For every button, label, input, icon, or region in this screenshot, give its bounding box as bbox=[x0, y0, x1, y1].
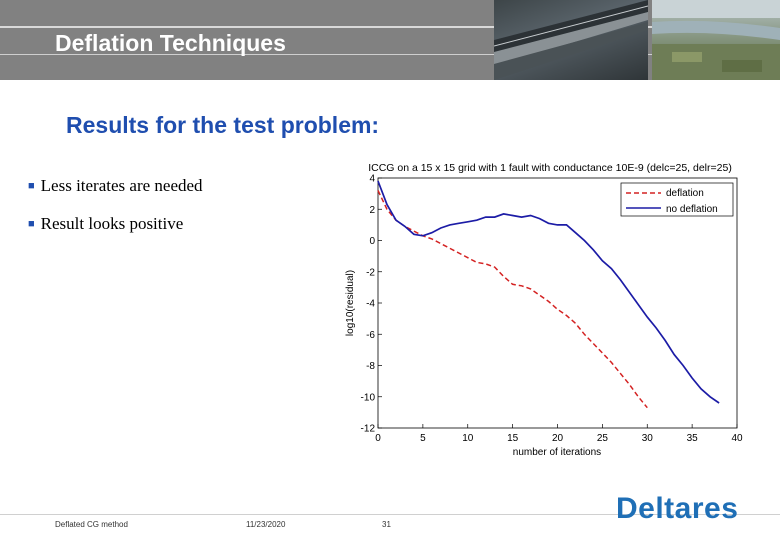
y-tick-label: 2 bbox=[369, 205, 375, 216]
bridge-photo bbox=[494, 0, 648, 80]
legend-label-deflation: deflation bbox=[666, 188, 704, 199]
bullet-item: ■ Result looks positive bbox=[28, 214, 203, 252]
y-tick-label: 4 bbox=[369, 174, 375, 185]
x-tick-label: 25 bbox=[597, 433, 609, 444]
y-tick-label: 0 bbox=[369, 236, 375, 247]
bullet-text: Result looks positive bbox=[40, 214, 184, 233]
x-tick-label: 20 bbox=[552, 433, 564, 444]
legend-label-no-deflation: no deflation bbox=[666, 204, 718, 215]
footer-divider bbox=[0, 514, 780, 515]
legend-box bbox=[620, 182, 734, 217]
residual-chart: ICCG on a 15 x 15 grid with 1 fault with… bbox=[345, 162, 743, 458]
plot-frame bbox=[377, 177, 738, 429]
slide-subtitle: Results for the test problem: bbox=[66, 112, 380, 138]
y-axis-label: log10(residual) bbox=[345, 270, 356, 336]
x-tick-label: 5 bbox=[420, 433, 426, 444]
deltares-logo: Deltares bbox=[616, 492, 739, 525]
header-rule-bottom bbox=[0, 54, 780, 55]
river-photo bbox=[652, 0, 780, 80]
bullet-text: Less iterates are needed bbox=[40, 176, 203, 195]
header-rule-top bbox=[0, 26, 780, 28]
y-tick-label: -2 bbox=[366, 267, 375, 278]
x-tick-label: 0 bbox=[375, 433, 381, 444]
y-tick-label: -6 bbox=[366, 330, 375, 341]
bullet-item: ■ Less iterates are needed bbox=[28, 176, 203, 214]
footer-date: 11/23/2020 bbox=[246, 520, 286, 529]
x-tick-label: 40 bbox=[731, 433, 743, 444]
bullet-list: ■ Less iterates are needed ■ Result looks … bbox=[28, 176, 203, 252]
series-line-no-deflation bbox=[377, 180, 720, 404]
y-tick-label: -4 bbox=[366, 299, 375, 310]
x-axis-label: number of iterations bbox=[513, 447, 601, 458]
square-bullet-icon: ■ bbox=[28, 218, 35, 230]
slide-title: Deflation Techniques bbox=[55, 30, 286, 56]
header-banner: Deflation Techniques bbox=[0, 0, 780, 80]
footer-title: Deflated CG method bbox=[55, 520, 128, 529]
x-tick-label: 30 bbox=[642, 433, 654, 444]
chart-title: ICCG on a 15 x 15 grid with 1 fault with… bbox=[368, 162, 732, 174]
y-tick-label: -10 bbox=[361, 392, 376, 403]
square-bullet-icon: ■ bbox=[28, 180, 35, 192]
x-tick-label: 35 bbox=[687, 433, 699, 444]
y-tick-label: -12 bbox=[361, 424, 376, 435]
footer-page-number: 31 bbox=[382, 520, 391, 529]
x-tick-label: 10 bbox=[462, 433, 474, 444]
y-tick-label: -8 bbox=[366, 361, 375, 372]
chart-legend: deflation no deflation bbox=[620, 182, 734, 217]
x-tick-label: 15 bbox=[507, 433, 519, 444]
